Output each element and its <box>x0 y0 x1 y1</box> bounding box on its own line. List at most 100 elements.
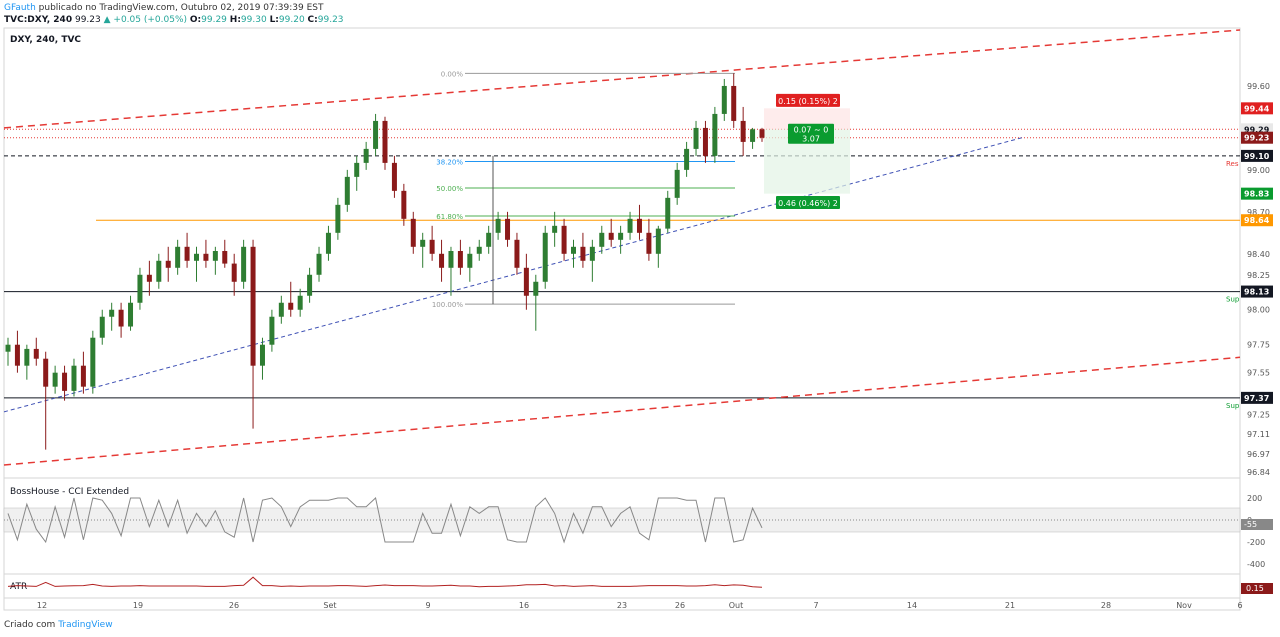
candle-body <box>589 246 595 261</box>
price-label-bg <box>1241 123 1273 136</box>
x-tick-label: 19 <box>133 601 143 610</box>
candle-body <box>401 190 407 219</box>
high-value: 99.30 <box>240 15 267 25</box>
fib-label: 0.00% <box>441 70 464 78</box>
candle-body <box>241 246 247 282</box>
candle-body <box>759 129 765 138</box>
price-label: 98.13 <box>1244 288 1269 297</box>
candle-body <box>382 120 388 163</box>
candle-body <box>99 316 105 338</box>
entry-label: 0.07 ∼ 0 <box>794 126 829 135</box>
stop-label-bg <box>776 196 840 210</box>
candle-body <box>363 148 369 163</box>
candle-body <box>712 113 718 156</box>
candle-body <box>297 295 303 310</box>
candle-body <box>278 302 284 317</box>
x-tick-label: 26 <box>229 601 239 610</box>
candle-body <box>448 251 454 268</box>
candle-body <box>731 85 737 121</box>
candle-body <box>335 204 341 233</box>
price-label: 98.83 <box>1244 190 1269 199</box>
candle-body <box>391 162 397 191</box>
candle-body <box>429 239 435 254</box>
low-value: 99.20 <box>278 15 305 25</box>
stop-label: 0.46 (0.46%) 2 <box>778 199 838 208</box>
atr-value-bg <box>1241 583 1273 594</box>
x-tick-label: Nov <box>1176 601 1192 610</box>
candle-body <box>373 120 379 149</box>
y-tick-label: 96.84 <box>1247 468 1270 477</box>
price-label-bg <box>1241 131 1273 144</box>
symbol-label: TVC:DXY, 240 <box>4 15 73 25</box>
author-link[interactable]: GFauth <box>4 3 36 13</box>
candle-body <box>618 232 624 240</box>
candle-body <box>194 253 199 261</box>
candle-body <box>344 176 350 205</box>
last-price: 99.23 <box>74 15 101 25</box>
x-tick-label: 14 <box>907 601 917 610</box>
candle-body <box>175 246 181 268</box>
y-tick-label: 97.75 <box>1247 341 1270 350</box>
y-tick-label: 97.55 <box>1247 369 1270 378</box>
price-label: 99.23 <box>1244 134 1269 143</box>
candle-body <box>222 251 228 264</box>
price-label: 99.29 <box>1244 125 1270 134</box>
candle-body <box>71 365 77 391</box>
price-label: 99.44 <box>1244 104 1270 113</box>
candle-body <box>203 253 209 261</box>
candle-body <box>599 232 605 247</box>
candle-body <box>523 267 529 296</box>
tradingview-logo[interactable]: TradingView <box>58 620 113 630</box>
footer-prefix: Criado com <box>4 620 56 630</box>
atr-line <box>7 576 763 588</box>
chart-canvas[interactable]: DXY, 240, TVC Res Sup Sup 0.00% 38.20% 50.00… <box>0 26 1280 636</box>
candle-body <box>80 365 86 387</box>
candle-body <box>571 246 576 254</box>
candle-body <box>259 344 265 366</box>
level-label-support-line-1: Sup <box>1226 296 1240 304</box>
candle-body <box>307 274 313 296</box>
candle-body <box>128 302 134 327</box>
candle-body <box>702 127 708 156</box>
candle-body <box>52 372 58 387</box>
y-tick-label: 97.11 <box>1247 430 1270 439</box>
candle-body <box>542 232 548 282</box>
change-value: ▲ +0.05 (+0.05%) <box>103 15 188 25</box>
y-tick-label: 98.25 <box>1247 271 1270 280</box>
candle-body <box>231 263 237 282</box>
price-label-bg <box>1241 187 1273 200</box>
x-tick-label: Set <box>323 601 336 610</box>
y-tick-label: 98.00 <box>1247 306 1270 315</box>
candle-body <box>288 302 294 310</box>
cci-value: -55 <box>1244 520 1257 529</box>
atr-title: ATR <box>10 582 27 592</box>
candle-body <box>740 120 746 142</box>
candle-body <box>109 309 115 317</box>
cci-title: BossHouse - CCI Extended <box>10 487 129 497</box>
x-tick-label: 9 <box>425 601 430 610</box>
x-tick-label: 12 <box>37 601 47 610</box>
candle-body <box>5 344 11 352</box>
pane-title: DXY, 240, TVC <box>10 35 81 45</box>
y-tick-label: 98.40 <box>1247 250 1270 259</box>
cci-tick: -400 <box>1247 560 1265 569</box>
candle-body <box>627 218 633 233</box>
channel-upper-line <box>3 29 1241 129</box>
trend-line <box>3 137 1023 413</box>
price-label: 98.64 <box>1244 216 1270 225</box>
candle-body <box>552 225 558 233</box>
fib-label: 38.20% <box>436 158 463 166</box>
candle-body <box>90 337 96 387</box>
x-tick-label: Out <box>729 601 744 610</box>
candle-body <box>146 274 152 282</box>
candle-body <box>325 232 331 254</box>
candle-body <box>533 281 539 296</box>
candle-body <box>514 239 520 268</box>
candle-body <box>354 162 360 177</box>
candle-body <box>118 309 124 327</box>
price-label-bg <box>1241 285 1273 298</box>
footer: Criado com TradingView <box>4 620 113 630</box>
candle-body <box>467 253 473 268</box>
candle-body <box>636 218 642 233</box>
candle-body <box>721 85 727 114</box>
